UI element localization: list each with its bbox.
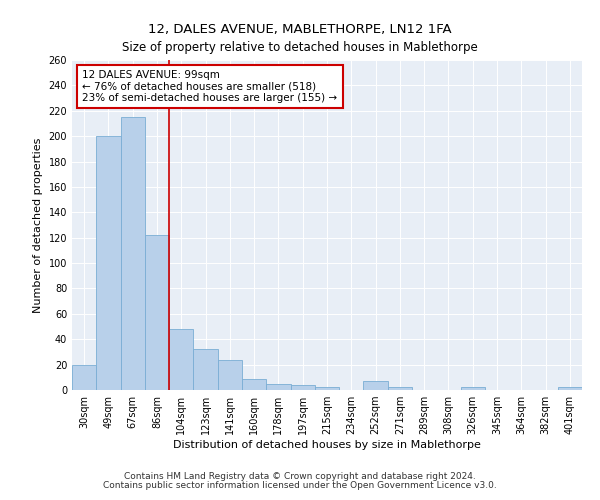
Text: 12, DALES AVENUE, MABLETHORPE, LN12 1FA: 12, DALES AVENUE, MABLETHORPE, LN12 1FA <box>148 22 452 36</box>
X-axis label: Distribution of detached houses by size in Mablethorpe: Distribution of detached houses by size … <box>173 440 481 450</box>
Bar <box>266 384 290 390</box>
Bar <box>169 329 193 390</box>
Bar <box>461 388 485 390</box>
Y-axis label: Number of detached properties: Number of detached properties <box>33 138 43 312</box>
Bar <box>290 385 315 390</box>
Bar <box>242 378 266 390</box>
Bar <box>558 388 582 390</box>
Bar <box>364 381 388 390</box>
Text: Contains HM Land Registry data © Crown copyright and database right 2024.: Contains HM Land Registry data © Crown c… <box>124 472 476 481</box>
Bar <box>121 117 145 390</box>
Bar <box>96 136 121 390</box>
Text: 12 DALES AVENUE: 99sqm
← 76% of detached houses are smaller (518)
23% of semi-de: 12 DALES AVENUE: 99sqm ← 76% of detached… <box>82 70 337 103</box>
Text: Size of property relative to detached houses in Mablethorpe: Size of property relative to detached ho… <box>122 41 478 54</box>
Bar <box>72 364 96 390</box>
Text: Contains public sector information licensed under the Open Government Licence v3: Contains public sector information licen… <box>103 481 497 490</box>
Bar <box>218 360 242 390</box>
Bar <box>145 235 169 390</box>
Bar <box>388 388 412 390</box>
Bar <box>193 350 218 390</box>
Bar <box>315 388 339 390</box>
